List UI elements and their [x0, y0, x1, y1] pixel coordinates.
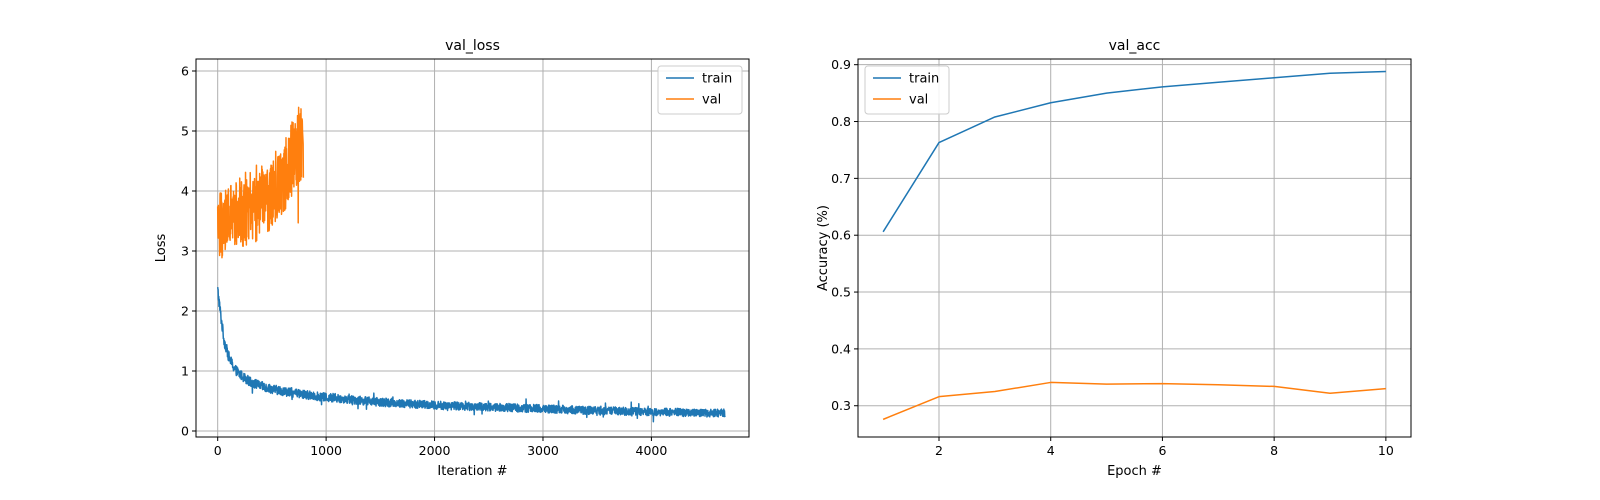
- series-line-val: [216, 106, 305, 259]
- legend-label-train: train: [909, 72, 939, 87]
- y-tick-label: 1: [181, 364, 189, 379]
- x-tick-label: 6: [1158, 443, 1166, 458]
- y-tick-label: 6: [181, 64, 189, 79]
- legend: train val: [864, 65, 950, 115]
- y-tick-label: 0.7: [831, 171, 851, 186]
- y-tick-label: 2: [181, 304, 189, 319]
- y-tick-label: 5: [181, 124, 189, 139]
- plot-frame: [857, 58, 1412, 438]
- x-tick-label: 0: [214, 443, 222, 458]
- x-tick-label: 2000: [419, 443, 451, 458]
- y-tick-label: 0: [181, 424, 189, 439]
- x-tick-label: 4000: [636, 443, 668, 458]
- legend: train val: [657, 65, 743, 115]
- y-tick-label: 0.9: [831, 57, 851, 72]
- chart-title: val_acc: [1109, 38, 1161, 54]
- x-tick-label: 4: [1047, 443, 1055, 458]
- y-axis-label: Accuracy (%): [816, 205, 831, 291]
- x-axis-label: Epoch #: [1107, 464, 1162, 479]
- series-line-train: [882, 70, 1386, 233]
- series-line-val: [882, 381, 1386, 421]
- y-axis-label: Loss: [154, 234, 169, 263]
- x-tick-label: 8: [1270, 443, 1278, 458]
- y-tick-label: 0.6: [831, 228, 851, 243]
- series-line-train: [216, 287, 726, 423]
- x-axis-label: Iteration #: [437, 464, 507, 479]
- chart-title: val_loss: [445, 38, 500, 54]
- x-tick-label: 3000: [527, 443, 559, 458]
- y-tick-label: 0.8: [831, 114, 851, 129]
- plot-frame: [195, 58, 750, 438]
- legend-label-train: train: [702, 72, 732, 87]
- series-layer: [216, 106, 726, 423]
- val-acc-chart: 2 4 6 8 10 0.3 0.4 0.5 0.6 0.7 0.8 0.9 val_acc Epoc…: [816, 38, 1412, 479]
- x-tick-label: 2: [935, 443, 943, 458]
- legend-label-val: val: [702, 93, 721, 108]
- grid: [858, 59, 1411, 437]
- y-tick-label: 4: [181, 184, 189, 199]
- ticks: 0 1000 2000 3000 4000 0 1 2 3 4 5 6: [181, 64, 667, 459]
- legend-label-val: val: [909, 93, 928, 108]
- ticks: 2 4 6 8 10 0.3 0.4 0.5 0.6 0.7 0.8 0.9: [831, 57, 1394, 458]
- series-layer: [882, 70, 1386, 421]
- y-tick-label: 0.3: [831, 398, 851, 413]
- y-tick-label: 0.4: [831, 341, 851, 356]
- grid: [196, 59, 749, 437]
- y-tick-label: 3: [181, 244, 189, 259]
- x-tick-label: 1000: [310, 443, 342, 458]
- y-tick-label: 0.5: [831, 285, 851, 300]
- val-loss-chart: 0 1000 2000 3000 4000 0 1 2 3 4 5 6 val_loss Iterat…: [154, 38, 750, 479]
- x-tick-label: 10: [1378, 443, 1394, 458]
